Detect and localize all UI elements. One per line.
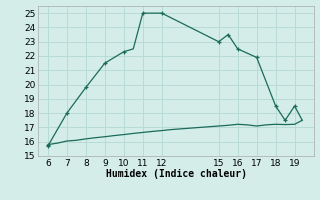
X-axis label: Humidex (Indice chaleur): Humidex (Indice chaleur) <box>106 169 246 179</box>
